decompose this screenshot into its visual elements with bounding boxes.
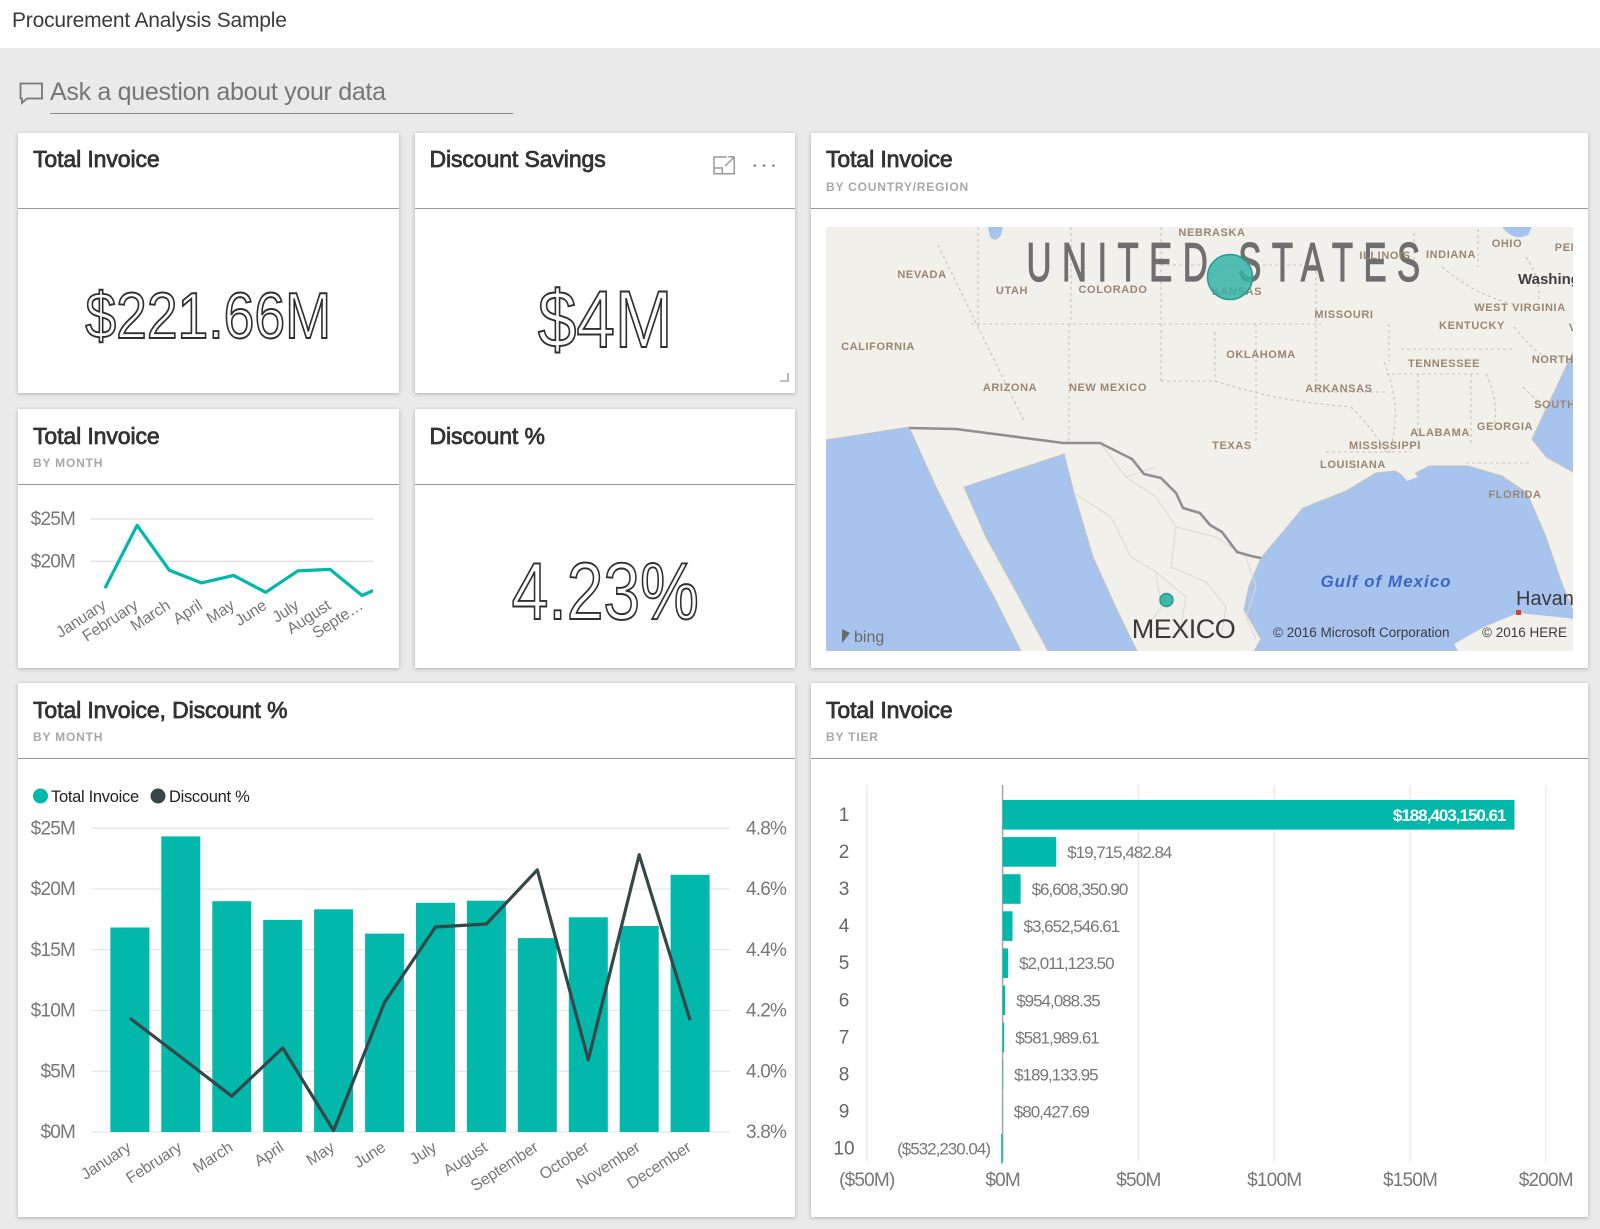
svg-text:April: April [170, 597, 205, 628]
svg-text:ALABAMA: ALABAMA [1410, 427, 1470, 439]
svg-text:CALIFORNIA: CALIFORNIA [841, 341, 915, 353]
svg-text:FLORIDA: FLORIDA [1488, 489, 1541, 501]
svg-text:May: May [304, 1139, 338, 1170]
svg-text:NEW MEXICO: NEW MEXICO [1069, 382, 1147, 394]
svg-text:4.2%: 4.2% [746, 1001, 787, 1022]
svg-text:$6,608,350.90: $6,608,350.90 [1032, 880, 1128, 899]
svg-text:SOUTH C: SOUTH C [1534, 399, 1573, 411]
svg-text:$3,652,546.61: $3,652,546.61 [1024, 917, 1120, 936]
svg-text:($50M): ($50M) [839, 1170, 895, 1191]
svg-text:PEN: PEN [1555, 242, 1573, 254]
svg-text:5: 5 [839, 953, 850, 974]
svg-text:$15M: $15M [31, 940, 75, 961]
svg-text:($532,230.04): ($532,230.04) [897, 1140, 990, 1159]
svg-text:MEXICO: MEXICO [1132, 614, 1236, 644]
svg-text:3.8%: 3.8% [746, 1122, 787, 1143]
svg-text:June: June [351, 1139, 389, 1172]
svg-text:NORTH C: NORTH C [1532, 354, 1573, 366]
svg-text:$5M: $5M [40, 1061, 75, 1082]
svg-text:ARKANSAS: ARKANSAS [1305, 383, 1372, 395]
svg-text:GEORGIA: GEORGIA [1477, 421, 1533, 433]
svg-text:$150M: $150M [1383, 1170, 1437, 1191]
svg-text:2: 2 [839, 842, 850, 863]
svg-text:UTAH: UTAH [996, 285, 1028, 297]
svg-text:$20M: $20M [31, 879, 75, 900]
svg-text:Havan: Havan [1516, 588, 1573, 610]
svg-text:OKLAHOMA: OKLAHOMA [1226, 349, 1296, 361]
svg-text:ILLINOIS: ILLINOIS [1359, 250, 1410, 262]
svg-text:$25M: $25M [31, 818, 75, 839]
svg-text:6: 6 [839, 990, 850, 1011]
svg-text:Discount %: Discount % [169, 788, 250, 806]
svg-text:$581,989.61: $581,989.61 [1015, 1028, 1099, 1047]
svg-text:March: March [190, 1139, 236, 1177]
svg-text:June: June [232, 597, 270, 630]
svg-text:NEBRASKA: NEBRASKA [1178, 227, 1245, 239]
svg-text:April: April [252, 1139, 287, 1170]
svg-text:$25M: $25M [31, 509, 75, 530]
svg-text:ARIZONA: ARIZONA [983, 382, 1037, 394]
svg-text:$20M: $20M [31, 551, 75, 572]
svg-text:10: 10 [833, 1139, 854, 1160]
svg-text:July: July [407, 1139, 440, 1168]
svg-text:© 2016 HERE: © 2016 HERE [1482, 625, 1567, 640]
svg-text:1: 1 [839, 805, 850, 826]
svg-text:$2,011,123.50: $2,011,123.50 [1019, 954, 1114, 973]
svg-text:$50M: $50M [1116, 1170, 1160, 1191]
svg-text:4.4%: 4.4% [746, 940, 787, 961]
svg-text:COLORADO: COLORADO [1079, 284, 1148, 296]
svg-text:$19,715,482.84: $19,715,482.84 [1067, 843, 1172, 862]
svg-text:$100M: $100M [1247, 1170, 1301, 1191]
svg-text:NEVADA: NEVADA [897, 269, 946, 281]
svg-text:4.8%: 4.8% [746, 818, 787, 839]
svg-text:Total Invoice: Total Invoice [51, 788, 139, 806]
svg-text:TEXAS: TEXAS [1212, 440, 1252, 452]
svg-text:$200M: $200M [1519, 1170, 1573, 1191]
svg-text:$10M: $10M [31, 1001, 75, 1022]
svg-text:$188,403,150.61: $188,403,150.61 [1393, 806, 1506, 825]
svg-text:Gulf of Mexico: Gulf of Mexico [1320, 572, 1451, 591]
svg-text:VIR: VIR [1569, 322, 1573, 334]
svg-text:4.0%: 4.0% [746, 1061, 787, 1082]
svg-text:$954,088.35: $954,088.35 [1016, 991, 1100, 1010]
svg-text:$189,133.95: $189,133.95 [1014, 1066, 1098, 1085]
svg-text:8: 8 [839, 1065, 850, 1086]
svg-text:4.6%: 4.6% [746, 879, 787, 900]
svg-text:MISSOURI: MISSOURI [1314, 309, 1373, 321]
svg-text:4: 4 [839, 916, 850, 937]
svg-text:LOUISIANA: LOUISIANA [1320, 459, 1386, 471]
svg-text:7: 7 [839, 1027, 850, 1048]
svg-text:KENTUCKY: KENTUCKY [1439, 320, 1505, 332]
svg-text:Washing: Washing [1518, 271, 1573, 288]
svg-text:3: 3 [839, 879, 850, 900]
svg-text:© 2016 Microsoft Corporation: © 2016 Microsoft Corporation [1273, 625, 1450, 640]
svg-text:TENNESSEE: TENNESSEE [1408, 358, 1480, 370]
svg-text:February: February [123, 1139, 185, 1187]
svg-text:May: May [204, 597, 238, 628]
svg-text:MISSISSIPPI: MISSISSIPPI [1349, 440, 1421, 452]
svg-text:OHIO: OHIO [1492, 238, 1523, 250]
svg-text:bing: bing [854, 629, 884, 646]
svg-text:$0M: $0M [40, 1122, 75, 1143]
svg-text:$0M: $0M [985, 1170, 1020, 1191]
svg-text:WEST VIRGINIA: WEST VIRGINIA [1474, 302, 1566, 314]
svg-text:$80,427.69: $80,427.69 [1014, 1103, 1090, 1122]
svg-text:INDIANA: INDIANA [1426, 249, 1476, 261]
svg-text:9: 9 [839, 1102, 850, 1123]
